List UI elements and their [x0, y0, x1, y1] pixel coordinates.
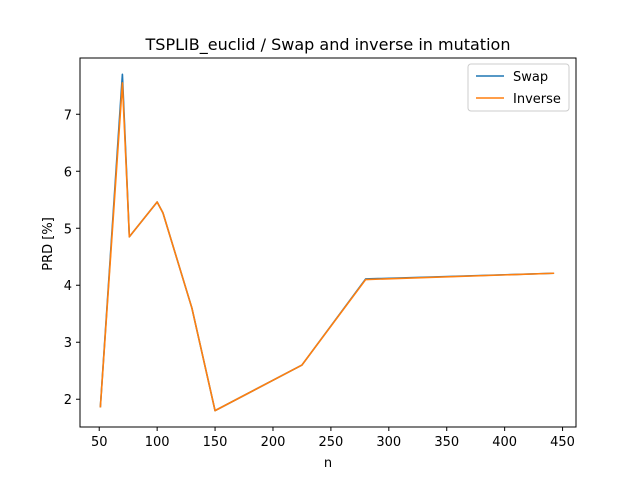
- axes-frame: [79, 57, 577, 428]
- legend-label: Inverse: [513, 92, 561, 107]
- series-line-inverse: [99, 82, 555, 412]
- x-axis-label: n: [324, 456, 332, 471]
- x-tick-label: 150: [203, 435, 228, 450]
- y-tick-label: 4: [64, 279, 72, 294]
- y-tick-label: 5: [64, 222, 72, 237]
- y-tick-label: 7: [64, 108, 72, 123]
- x-tick-label: 50: [91, 435, 108, 450]
- legend: Swap Inverse: [467, 63, 570, 112]
- x-tick-label: 450: [550, 435, 575, 450]
- x-tick-label: 250: [318, 435, 343, 450]
- y-tick-label: 6: [64, 165, 72, 180]
- x-tick-label: 400: [492, 435, 517, 450]
- x-tick-label: 100: [145, 435, 170, 450]
- chart-title: TSPLIB_euclid / Swap and inverse in muta…: [145, 35, 511, 55]
- y-tick-label: 2: [64, 393, 72, 408]
- x-tick-label: 300: [376, 435, 401, 450]
- x-tick-label: 350: [434, 435, 459, 450]
- legend-label: Swap: [513, 70, 548, 85]
- y-axis-label: PRD [%]: [41, 217, 56, 271]
- x-tick-label: 200: [261, 435, 286, 450]
- plot-area: 50 100 150 200 250 300 350 400 450 2 3 4 5 6 7: [64, 57, 577, 450]
- y-tick-label: 3: [64, 336, 72, 351]
